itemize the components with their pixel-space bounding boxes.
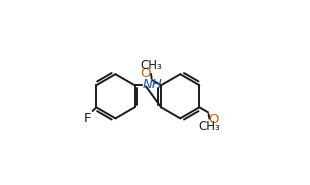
Text: F: F: [84, 112, 92, 125]
Text: CH₃: CH₃: [140, 59, 162, 72]
Text: NH: NH: [143, 78, 163, 91]
Text: O: O: [209, 113, 219, 126]
Text: CH₃: CH₃: [198, 120, 220, 133]
Text: O: O: [140, 67, 151, 80]
